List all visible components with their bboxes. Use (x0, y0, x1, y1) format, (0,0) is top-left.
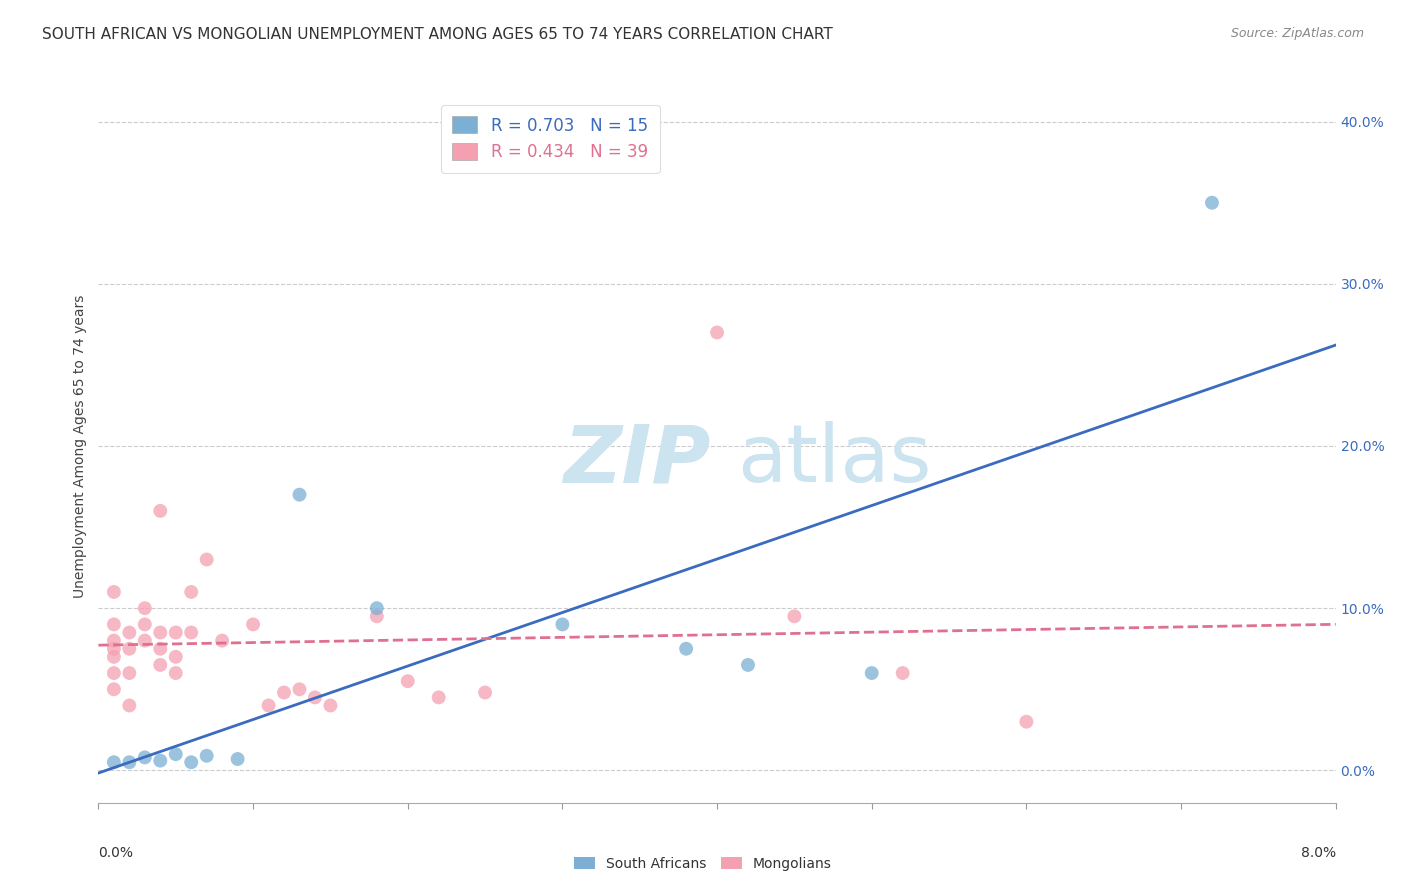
Point (180, 625, 202, 640)
Text: Source: ZipAtlas.com: Source: ZipAtlas.com (1230, 27, 1364, 40)
Text: 8.0%: 8.0% (1301, 846, 1336, 860)
Point (103, 682, 125, 697)
Point (103, 585, 125, 599)
Point (706, 326, 728, 340)
Point (149, 754, 172, 768)
Text: atlas: atlas (737, 421, 932, 500)
Point (427, 690, 450, 705)
Text: SOUTH AFRICAN VS MONGOLIAN UNEMPLOYMENT AMONG AGES 65 TO 74 YEARS CORRELATION CH: SOUTH AFRICAN VS MONGOLIAN UNEMPLOYMENT … (42, 27, 832, 42)
Point (783, 609, 806, 624)
Point (149, 504, 172, 518)
Point (288, 488, 311, 502)
Point (675, 641, 697, 656)
Point (103, 756, 125, 770)
Point (180, 585, 202, 599)
Point (103, 617, 125, 632)
Legend: R = 0.703   N = 15, R = 0.434   N = 39: R = 0.703 N = 15, R = 0.434 N = 39 (441, 104, 659, 173)
Point (103, 633, 125, 648)
Point (366, 609, 388, 624)
Point (891, 666, 914, 681)
Point (304, 690, 326, 705)
Point (165, 625, 187, 640)
Point (149, 625, 172, 640)
Point (180, 756, 202, 770)
Point (257, 698, 280, 713)
Text: ZIP: ZIP (562, 421, 710, 500)
Point (737, 657, 759, 672)
Point (195, 552, 218, 566)
Point (103, 641, 125, 656)
Point (551, 617, 574, 632)
Point (273, 685, 295, 699)
Text: 0.0%: 0.0% (98, 846, 134, 860)
Point (118, 625, 141, 640)
Point (103, 666, 125, 681)
Legend: South Africans, Mongolians: South Africans, Mongolians (569, 851, 837, 876)
Point (134, 633, 156, 648)
Point (226, 752, 249, 766)
Point (149, 641, 172, 656)
Point (149, 657, 172, 672)
Point (195, 748, 218, 763)
Point (165, 747, 187, 761)
Point (134, 750, 156, 764)
Y-axis label: Unemployment Among Ages 65 to 74 years: Unemployment Among Ages 65 to 74 years (73, 294, 87, 598)
Point (211, 633, 233, 648)
Point (165, 666, 187, 681)
Point (474, 685, 496, 699)
Point (1015, 714, 1038, 729)
Point (288, 682, 311, 697)
Point (366, 601, 388, 615)
Point (319, 698, 342, 713)
Point (118, 698, 141, 713)
Point (1201, 195, 1223, 210)
Point (103, 649, 125, 664)
Point (860, 666, 883, 681)
Point (396, 674, 419, 689)
Point (118, 641, 141, 656)
Point (118, 666, 141, 681)
Point (242, 617, 264, 632)
Point (118, 756, 141, 770)
Point (165, 649, 187, 664)
Point (134, 617, 156, 632)
Point (134, 601, 156, 615)
